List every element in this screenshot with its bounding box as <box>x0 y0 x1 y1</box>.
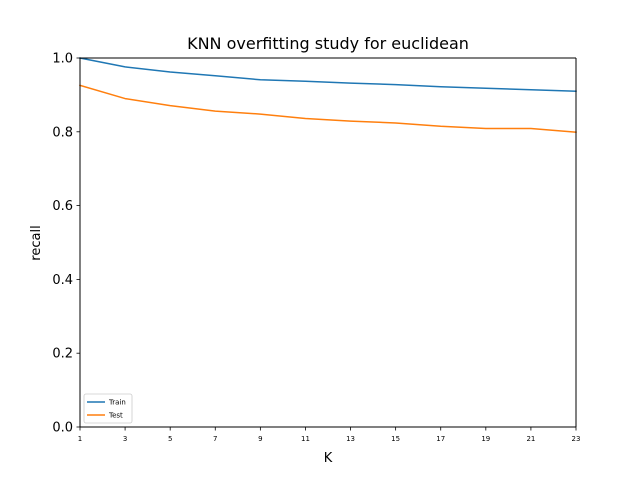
y-tick-label: 0.2 <box>52 347 73 362</box>
legend-label-train: Train <box>108 399 126 407</box>
x-tick-label: 3 <box>123 435 127 443</box>
axes-layer <box>79 57 577 428</box>
x-tick-label: 23 <box>572 435 581 443</box>
x-tick-label: 21 <box>526 435 535 443</box>
legend: Train Test <box>83 393 133 424</box>
x-tick-label: 1 <box>78 435 82 443</box>
x-tick-label: 5 <box>168 435 172 443</box>
legend-label-test: Test <box>108 412 123 420</box>
y-tick-label: 0.0 <box>52 421 73 436</box>
y-tick-label: 0.6 <box>52 199 73 214</box>
y-tick-label: 0.8 <box>52 125 73 140</box>
series-layer <box>79 57 577 133</box>
y-axis-label: recall <box>29 225 44 260</box>
series-line-test <box>79 84 577 133</box>
x-tick-label: 13 <box>346 435 355 443</box>
x-tick-label: 17 <box>436 435 445 443</box>
x-tick-label: 19 <box>481 435 490 443</box>
y-ticks: 0.0 0.2 0.4 0.6 0.8 1.0 <box>52 52 80 436</box>
x-tick-label: 9 <box>258 435 262 443</box>
chart-title: KNN overfitting study for euclidean <box>187 34 469 53</box>
x-tick-label: 15 <box>391 435 400 443</box>
x-tick-label: 7 <box>213 435 217 443</box>
x-tick-label: 11 <box>301 435 310 443</box>
series-line-train <box>79 57 577 92</box>
x-ticks: 1 3 5 7 9 11 13 15 17 19 21 23 <box>78 427 581 443</box>
x-axis-label: K <box>324 451 333 466</box>
y-tick-label: 1.0 <box>52 52 73 67</box>
y-tick-label: 0.4 <box>52 273 73 288</box>
